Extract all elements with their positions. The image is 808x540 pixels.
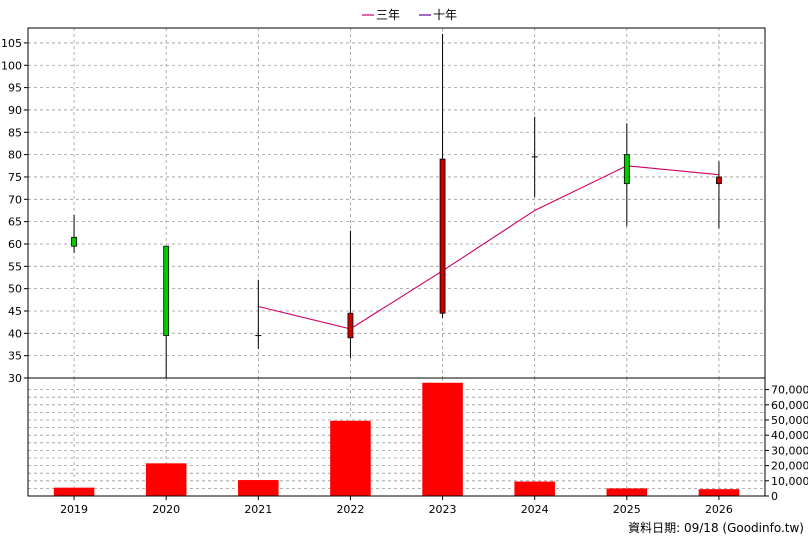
price-tick-label-2: 40 [8, 327, 22, 340]
price-tick-label-14: 100 [1, 59, 22, 72]
three-year-line-path [258, 165, 719, 330]
price-tick-label-4: 50 [8, 283, 22, 296]
data-date-note: 資料日期: 09/18 (Goodinfo.tw) [628, 521, 804, 535]
three-year-line [258, 165, 719, 330]
plot-frames [27, 27, 766, 497]
volume-axis-ticks: 0 10,000 20,000 30,000 40,000 50,000 60,000 70,… [765, 384, 808, 503]
volume-tick-label-1: 10,000 [771, 475, 808, 488]
price-tick-label-12: 90 [8, 104, 22, 117]
candles [71, 34, 722, 378]
volume-bar-2025 [606, 488, 648, 496]
price-tick-label-9: 75 [8, 171, 22, 184]
volume-bars [53, 382, 740, 496]
candle-body-2025 [623, 154, 630, 185]
price-tick-label-13: 95 [8, 82, 22, 95]
volume-bar-2023 [422, 382, 463, 496]
year-tick-label-2023: 2023 [429, 503, 457, 516]
year-tick-label-2026: 2026 [705, 503, 733, 516]
legend-label-0: 三年 [376, 8, 400, 22]
price-axis-ticks: 30 35 40 45 50 55 60 65 70 75 80 85 90 95 100 105 [1, 37, 28, 385]
volume-tick-label-6: 60,000 [771, 399, 808, 412]
volume-tick-label-7: 70,000 [771, 384, 808, 397]
volume-grid [28, 378, 765, 497]
price-tick-label-10: 80 [8, 149, 22, 162]
volume-plot-frame [27, 377, 766, 497]
candle-body-2023 [439, 158, 446, 314]
volume-tick-label-4: 40,000 [771, 429, 808, 442]
volume-bar-2024 [514, 481, 555, 496]
price-tick-label-11: 85 [8, 126, 22, 139]
year-tick-label-2022: 2022 [336, 503, 364, 516]
year-axis-ticks: 2019 2020 2021 2022 2023 2024 2025 2026 [60, 496, 733, 516]
price-tick-label-8: 70 [8, 193, 22, 206]
volume-tick-label-5: 50,000 [771, 414, 808, 427]
volume-tick-label-3: 30,000 [771, 444, 808, 457]
price-grid [28, 28, 765, 379]
volume-bar-2022 [330, 420, 371, 496]
candle-body-2022 [347, 312, 354, 339]
year-tick-label-2019: 2019 [60, 503, 88, 516]
volume-tick-label-2: 20,000 [771, 460, 808, 473]
price-plot-frame [27, 27, 766, 379]
price-tick-label-15: 105 [1, 37, 22, 50]
candle-body-2020 [163, 245, 170, 336]
volume-tick-label-0: 0 [771, 490, 778, 503]
price-tick-label-5: 55 [8, 260, 22, 273]
price-tick-label-1: 35 [8, 350, 22, 363]
price-tick-label-3: 45 [8, 305, 22, 318]
volume-bar-2019 [53, 487, 95, 496]
year-tick-label-2021: 2021 [244, 503, 272, 516]
legend-label-1: 十年 [433, 8, 457, 22]
price-tick-label-7: 65 [8, 216, 22, 229]
volume-bar-2020 [145, 463, 187, 496]
candle-body-2026 [716, 176, 722, 185]
price-tick-label-0: 30 [8, 372, 22, 385]
year-tick-label-2025: 2025 [613, 503, 641, 516]
legend: 三年 十年 [362, 8, 457, 22]
year-tick-label-2024: 2024 [521, 503, 549, 516]
candle-body-2019 [71, 236, 77, 247]
price-tick-label-6: 60 [8, 238, 22, 251]
volume-bar-2021 [238, 480, 279, 496]
volume-bar-2026 [698, 489, 740, 496]
year-tick-label-2020: 2020 [152, 503, 180, 516]
